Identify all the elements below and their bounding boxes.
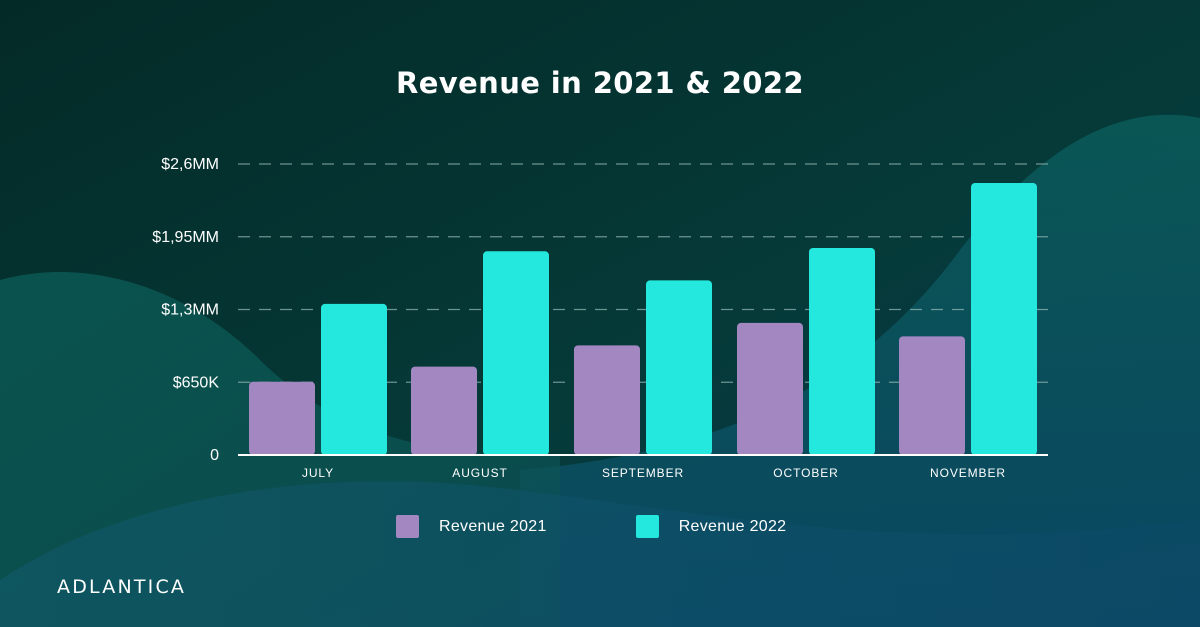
bar-revenue-2022-october bbox=[809, 247, 875, 455]
x-category-label-november: NOVEMBER bbox=[930, 466, 1006, 480]
legend-swatch-revenue-2021 bbox=[396, 515, 419, 538]
x-axis-categories: JULY AUGUST SEPTEMBER OCTOBER NOVEMBER bbox=[302, 466, 1006, 480]
legend-swatch-revenue-2022 bbox=[635, 515, 659, 538]
legend-label-revenue-2021: Revenue 2021 bbox=[439, 517, 547, 535]
y-tick-label-4: $2,6MM bbox=[161, 156, 219, 173]
legend-label-revenue-2022: Revenue 2022 bbox=[678, 517, 787, 535]
x-category-label-september: SEPTEMBER bbox=[602, 466, 684, 480]
bar-revenue-2021-september bbox=[574, 345, 640, 455]
x-category-label-july: JULY bbox=[302, 466, 334, 480]
y-tick-label-3: $1,95MM bbox=[152, 229, 219, 246]
bars bbox=[249, 183, 1037, 455]
x-category-label-august: AUGUST bbox=[452, 466, 507, 480]
bar-revenue-2021-november bbox=[899, 336, 965, 455]
legend: Revenue 2021 Revenue 2022 bbox=[396, 515, 786, 538]
x-category-label-october: OCTOBER bbox=[773, 466, 838, 480]
y-axis-ticks: 0 $650K $1,3MM $1,95MM $2,6MM bbox=[152, 156, 219, 464]
bar-revenue-2022-september bbox=[646, 280, 712, 455]
bar-revenue-2022-july bbox=[321, 303, 387, 455]
legend-item-revenue-2022: Revenue 2022 bbox=[635, 515, 787, 538]
y-tick-label-1: $650K bbox=[173, 374, 220, 391]
bar-revenue-2021-october bbox=[737, 322, 803, 455]
chart-title: Revenue in 2021 & 2022 bbox=[395, 66, 805, 100]
bar-revenue-2022-august bbox=[483, 251, 549, 455]
y-tick-label-0: 0 bbox=[210, 447, 219, 464]
bar-revenue-2021-august bbox=[411, 366, 477, 455]
y-tick-label-2: $1,3MM bbox=[161, 302, 219, 319]
bar-revenue-2021-july bbox=[249, 381, 315, 455]
legend-item-revenue-2021: Revenue 2021 bbox=[396, 515, 547, 538]
brand-logo: ADLANTICA bbox=[57, 576, 187, 598]
bar-revenue-2022-november bbox=[971, 183, 1037, 455]
